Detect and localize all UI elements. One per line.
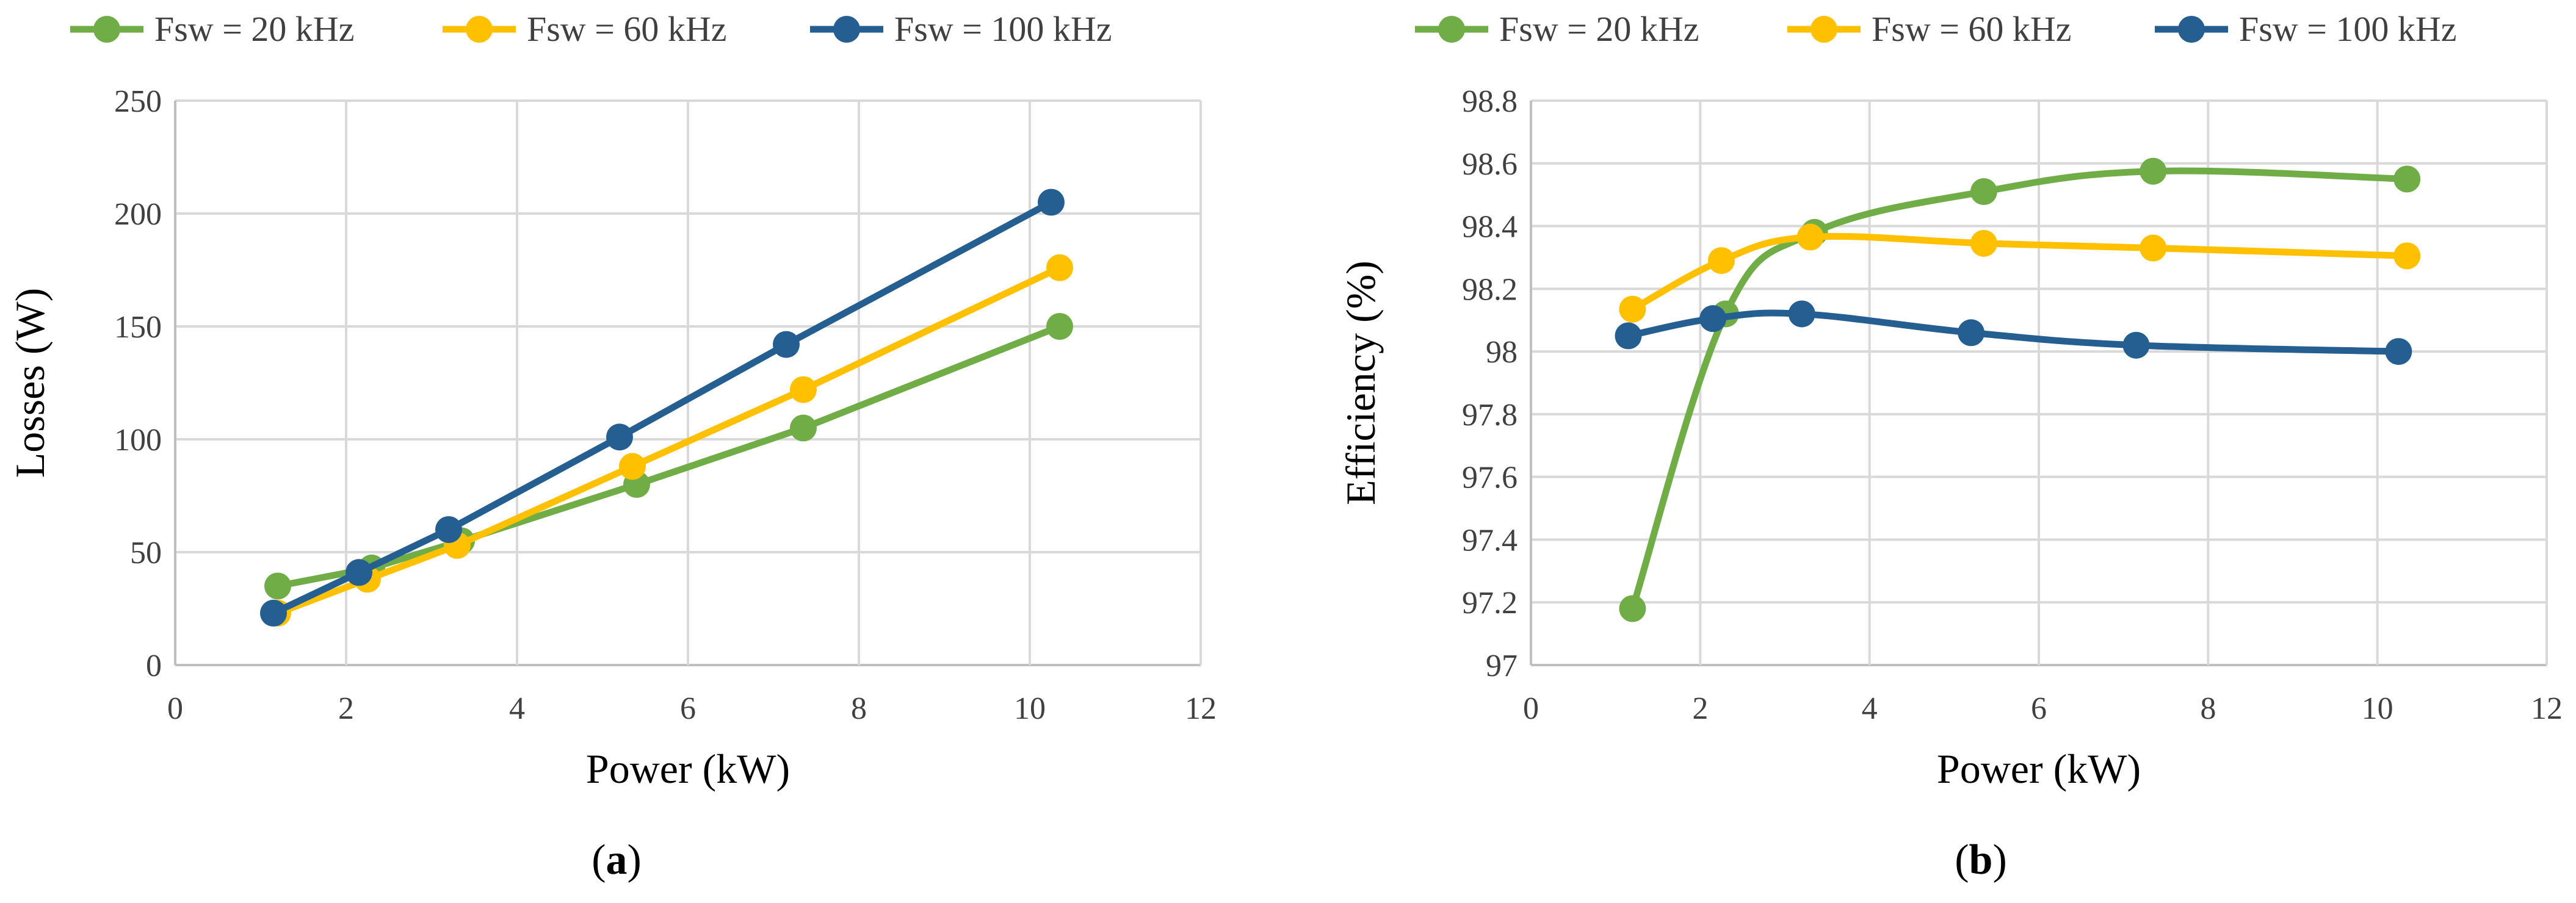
x-tick-label: 6 xyxy=(680,691,696,726)
legend-label: Fsw = 100 kHz xyxy=(894,9,1112,49)
series-line-2 xyxy=(274,264,1063,617)
legend-swatch-marker xyxy=(466,16,493,43)
data-point xyxy=(1046,254,1073,281)
y-axis-title: Losses (W) xyxy=(7,288,53,478)
panel-label: (a) xyxy=(592,836,642,883)
data-point xyxy=(1619,595,1646,622)
data-point xyxy=(1796,223,1824,251)
data-point xyxy=(2393,242,2421,270)
y-tick-label: 98.4 xyxy=(1462,210,1518,245)
data-point xyxy=(346,559,372,586)
x-axis-title: Power (kW) xyxy=(586,746,790,792)
x-tick-label: 8 xyxy=(2200,691,2216,726)
series-line-1 xyxy=(274,323,1063,589)
y-tick-label: 0 xyxy=(146,649,162,683)
x-tick-label: 2 xyxy=(1692,691,1708,726)
x-tick-label: 0 xyxy=(167,691,183,726)
data-point xyxy=(2385,338,2412,365)
x-tick-label: 12 xyxy=(1185,691,1217,726)
legend-label: Fsw = 20 kHz xyxy=(1499,9,1699,49)
chart-efficiency: 97 97.2 97.4 97.6 97.8 98 98.2 98.4 98.6 98.8 0 2 4 6… xyxy=(1337,9,2563,883)
data-point xyxy=(1699,305,1727,333)
y-tick-label: 98.6 xyxy=(1462,147,1518,182)
y-tick-label: 250 xyxy=(114,84,162,119)
y-tick-label: 97 xyxy=(1486,649,1518,683)
panel-label-letter: b xyxy=(1969,836,1993,883)
data-point xyxy=(1619,295,1646,323)
legend-swatch-marker xyxy=(2178,16,2205,43)
x-axis-title: Power (kW) xyxy=(1937,746,2141,792)
x-tick-label: 8 xyxy=(851,691,867,726)
x-tick-label: 6 xyxy=(2031,691,2047,726)
data-point xyxy=(1708,247,1735,275)
data-point xyxy=(1788,300,1815,328)
data-point xyxy=(619,453,646,480)
x-tick-label: 2 xyxy=(338,691,354,726)
x-tick-label: 4 xyxy=(1862,691,1878,726)
legend-label: Fsw = 60 kHz xyxy=(527,9,727,49)
y-tick-label: 150 xyxy=(114,310,162,345)
panel-label-letter: a xyxy=(606,836,628,883)
y-tick-label: 98 xyxy=(1486,335,1518,370)
panel-label: (b) xyxy=(1955,836,2007,883)
x-tick-label: 0 xyxy=(1523,691,1539,726)
legend-swatch-marker xyxy=(1811,16,1837,43)
data-point xyxy=(773,331,800,358)
series-line-3 xyxy=(1624,309,2402,355)
data-point xyxy=(1046,313,1073,340)
y-tick-label: 100 xyxy=(114,423,162,458)
chart-losses: 0 50 100 150 200 250 0 2 4 6 8 10 12 Power (kW) Losses… xyxy=(7,9,1217,883)
data-point xyxy=(264,572,291,600)
y-axis-title: Efficiency (%) xyxy=(1337,261,1384,505)
y-tick-label: 97.4 xyxy=(1462,523,1518,558)
data-point xyxy=(606,423,633,451)
data-point xyxy=(1038,189,1065,216)
data-point xyxy=(1970,178,1997,206)
x-tick-label: 4 xyxy=(509,691,525,726)
data-point xyxy=(2122,331,2150,359)
data-point xyxy=(260,599,287,627)
legend-swatch-marker xyxy=(1438,16,1465,43)
legend-label: Fsw = 20 kHz xyxy=(154,9,355,49)
data-point xyxy=(1615,322,1642,350)
y-tick-label: 97.2 xyxy=(1462,586,1518,621)
x-tick-label: 10 xyxy=(2362,691,2393,726)
panel-label-close: ) xyxy=(628,836,642,883)
data-point xyxy=(2393,165,2421,193)
y-tick-label: 97.8 xyxy=(1462,398,1518,433)
legend-label: Fsw = 100 kHz xyxy=(2239,9,2457,49)
y-tick-label: 98.8 xyxy=(1462,84,1518,119)
panel-label-close: ) xyxy=(1992,836,2006,883)
y-tick-label: 97.6 xyxy=(1462,461,1518,495)
data-point xyxy=(790,414,817,442)
y-tick-label: 200 xyxy=(114,197,162,232)
legend-swatch-marker xyxy=(833,16,860,43)
data-point xyxy=(435,516,462,543)
x-tick-label: 12 xyxy=(2531,691,2563,726)
series-line-3 xyxy=(270,199,1055,617)
data-point xyxy=(1958,319,1985,347)
x-tick-label: 10 xyxy=(1014,691,1046,726)
legend-swatch-marker xyxy=(93,16,120,43)
data-point xyxy=(2140,234,2167,262)
y-tick-label: 98.2 xyxy=(1462,272,1518,307)
series-line-1 xyxy=(1629,167,2411,612)
data-point xyxy=(2140,157,2167,185)
data-point xyxy=(1970,229,1997,257)
legend-label: Fsw = 60 kHz xyxy=(1872,9,2072,49)
data-point xyxy=(790,376,817,403)
panel-label-open: ( xyxy=(1955,836,1969,883)
y-tick-label: 50 xyxy=(130,536,162,570)
panel-label-open: ( xyxy=(592,836,606,883)
